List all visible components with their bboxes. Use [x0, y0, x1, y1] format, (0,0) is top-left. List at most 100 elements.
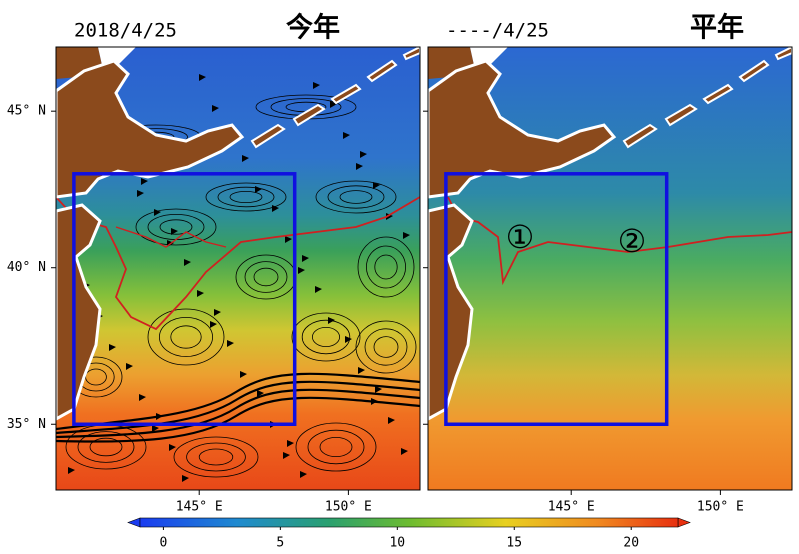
streamline [291, 312, 361, 362]
flow-arrow [343, 132, 350, 139]
streamline [170, 325, 202, 349]
streamline [159, 316, 214, 357]
panel-date: 2018/4/25 [74, 20, 177, 42]
flow-arrow [182, 475, 189, 482]
flow-arrow [169, 444, 176, 451]
flow-arrow [68, 467, 75, 474]
flow-arrow [240, 371, 247, 378]
flow-arrow [328, 317, 335, 324]
panel-frame [427, 46, 793, 491]
streamline [253, 267, 279, 287]
map-panel: ----/4/25 平年 ① ② 145° E 150° E [423, 12, 793, 515]
panel-title: 今年 [286, 12, 340, 44]
streamline [365, 245, 406, 289]
lon-label: 150° E [697, 500, 744, 515]
current-streamline [56, 388, 420, 439]
flow-arrow [315, 286, 322, 293]
flow-arrow [371, 398, 378, 405]
flow-arrow [255, 186, 262, 193]
colorbar-label: 15 [506, 536, 522, 551]
streamline [295, 422, 377, 472]
flow-arrow [283, 452, 290, 459]
panel-frame [55, 46, 421, 491]
current-streamline [56, 372, 420, 431]
streamline [319, 436, 353, 457]
current-streamline [56, 380, 420, 435]
colorbar-label: 5 [276, 536, 284, 551]
flow-arrow [313, 82, 320, 89]
flow-arrow [388, 417, 395, 424]
flow-arrow [212, 105, 219, 112]
colorbar-label: 10 [389, 536, 405, 551]
streamline [357, 236, 415, 298]
flow-arrow [401, 448, 408, 455]
flow-arrow [156, 413, 163, 420]
streamline [311, 326, 340, 347]
flow-arrow [300, 471, 307, 478]
flow-arrow [152, 425, 159, 432]
streamline [198, 448, 234, 466]
map-content [428, 47, 792, 490]
lat-label: 45° N [7, 104, 46, 119]
streamline [173, 436, 259, 478]
streamline [89, 437, 123, 457]
region-box [72, 172, 297, 427]
streamline [315, 180, 397, 214]
flow-arrow [197, 290, 204, 297]
map-content [56, 47, 420, 490]
flow-arrow [358, 367, 365, 374]
colorbar-max [677, 517, 691, 528]
streamline [205, 182, 287, 212]
flow-arrow [356, 163, 363, 170]
flow-arrow [171, 228, 178, 235]
streamline [373, 336, 399, 358]
flow-arrow [285, 236, 292, 243]
streamline [229, 190, 263, 203]
streamline [186, 442, 246, 472]
flow-arrow [298, 267, 305, 274]
streamline [159, 219, 193, 235]
streamline [327, 185, 385, 209]
flow-arrow [403, 232, 410, 239]
flow-arrow [375, 386, 382, 393]
flow-arrow [210, 321, 217, 328]
region-box [444, 172, 669, 427]
streamline [374, 254, 398, 280]
streamline [217, 186, 275, 208]
flow-arrow [137, 190, 144, 197]
panel-title: 平年 [690, 12, 744, 44]
colorbar-min [127, 517, 141, 528]
flow-arrow [287, 440, 294, 447]
flow-arrow [360, 151, 367, 158]
region-label: ① [506, 218, 535, 256]
flow-arrow [109, 344, 116, 351]
colorbar-label: 0 [159, 536, 167, 551]
flow-arrow [386, 213, 393, 220]
streamline [147, 308, 225, 366]
lon-label: 145° E [176, 500, 223, 515]
flow-arrow [302, 255, 309, 262]
streamline [364, 328, 408, 366]
flow-arrow [184, 259, 191, 266]
lon-label: 145° E [548, 500, 595, 515]
flow-arrow [214, 309, 221, 316]
flow-arrow [373, 182, 380, 189]
flow-arrow [126, 363, 133, 370]
current-streamline [56, 396, 420, 443]
flow-arrow [154, 209, 161, 216]
isotherm [447, 196, 792, 286]
colorbar [139, 517, 679, 528]
flow-arrow [345, 336, 352, 343]
colorbar-label: 20 [623, 536, 639, 551]
flow-arrow [242, 155, 249, 162]
flow-arrow [199, 74, 206, 81]
streamline [77, 431, 135, 463]
streamline [135, 208, 217, 246]
isotherm [115, 226, 227, 248]
map-panel: 2018/4/25 今年 45° N 40° N 35° N 145° E 150° E [7, 12, 421, 515]
lat-label: 40° N [7, 260, 46, 275]
flow-arrow [272, 205, 279, 212]
streamline [355, 320, 417, 374]
lon-label: 150° E [325, 500, 372, 515]
